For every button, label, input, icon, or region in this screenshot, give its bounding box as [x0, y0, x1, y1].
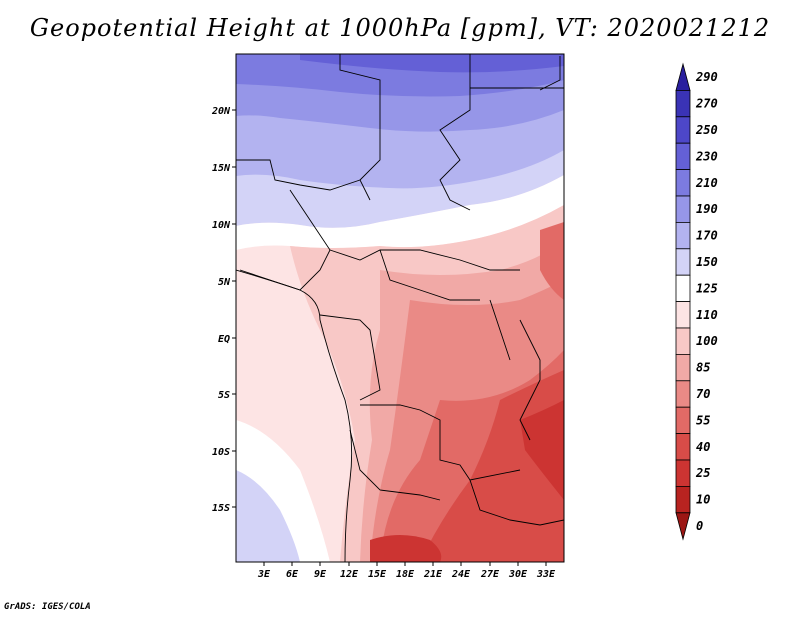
colorbar-label: 230	[695, 149, 718, 163]
colorbar-label: 55	[696, 413, 710, 427]
colorbar-label: 170	[696, 229, 718, 243]
lon-label: 15E	[368, 569, 387, 580]
latitude-labels: 20N 15N 10N 5N EQ 5S 10S 15S	[211, 106, 236, 514]
lon-label: 12E	[340, 569, 359, 580]
colorbar-swatch	[675, 274, 691, 303]
grads-credit: GrADS: IGES/COLA	[4, 602, 91, 612]
colorbar-swatch	[675, 169, 691, 197]
lon-label: 21E	[423, 569, 443, 580]
colorbar-label: 125	[696, 281, 718, 295]
colorbar-swatch	[675, 433, 691, 461]
colorbar-swatch	[675, 248, 691, 276]
lat-label: 5S	[218, 390, 230, 401]
lon-label: 30E	[508, 569, 528, 580]
lat-label: 15S	[212, 503, 230, 514]
colorbar-label: 25	[695, 466, 710, 480]
colorbar-label: 85	[696, 361, 710, 375]
colorbar-label: 100	[696, 334, 718, 348]
map-frame	[235, 53, 565, 563]
colorbar-swatch	[675, 221, 691, 250]
colorbar-swatch	[675, 301, 691, 329]
colorbar-swatch	[675, 406, 691, 435]
lon-label: 6E	[286, 569, 299, 580]
chart-title: Geopotential Height at 1000hPa [gpm], VT…	[29, 14, 771, 42]
colorbar-label: 150	[696, 255, 718, 269]
colorbar-label: 270	[695, 97, 718, 111]
colorbar-swatch	[675, 485, 691, 514]
lat-label: 10N	[212, 220, 231, 231]
colorbar-label: 190	[696, 202, 718, 216]
colorbar-label: 70	[696, 387, 710, 401]
colorbar-label: 110	[696, 308, 718, 322]
lon-label: 9E	[314, 569, 327, 580]
lon-label: 33E	[536, 569, 556, 580]
colorbar-swatch	[675, 62, 691, 91]
lat-label: 20N	[211, 106, 231, 117]
lon-label: 24E	[451, 569, 471, 580]
lat-label: 15N	[212, 163, 231, 174]
colorbar-swatch	[675, 353, 691, 382]
lat-label: 10S	[212, 447, 230, 458]
colorbar-swatch	[675, 90, 691, 118]
colorbar-label: 290	[695, 70, 718, 84]
colorbar-label: 210	[695, 176, 718, 190]
colorbar-swatch	[675, 116, 691, 144]
colorbar-swatch	[675, 142, 691, 170]
colorbar-label: 250	[695, 123, 718, 137]
colorbar-swatch	[675, 459, 691, 487]
lat-label: EQ	[218, 334, 230, 345]
height-field	[236, 54, 564, 562]
lon-label: 27E	[480, 569, 500, 580]
lon-label: 18E	[396, 569, 415, 580]
colorbar-swatch	[675, 512, 691, 541]
colorbar-label: 40	[696, 440, 710, 454]
lat-label: 5N	[218, 277, 231, 288]
colorbar-swatch	[675, 380, 691, 408]
colorbar-label: 0	[696, 519, 703, 533]
colorbar-label: 10	[696, 493, 710, 507]
lon-label: 3E	[257, 569, 271, 580]
colorbar-swatch	[675, 327, 691, 355]
colorbar: 2902702502302101901701501251101008570554…	[675, 62, 718, 541]
colorbar-swatch	[675, 195, 691, 223]
longitude-labels: 3E 6E 9E 12E 15E 18E 21E 24E 27E 30E 33E	[257, 562, 556, 580]
